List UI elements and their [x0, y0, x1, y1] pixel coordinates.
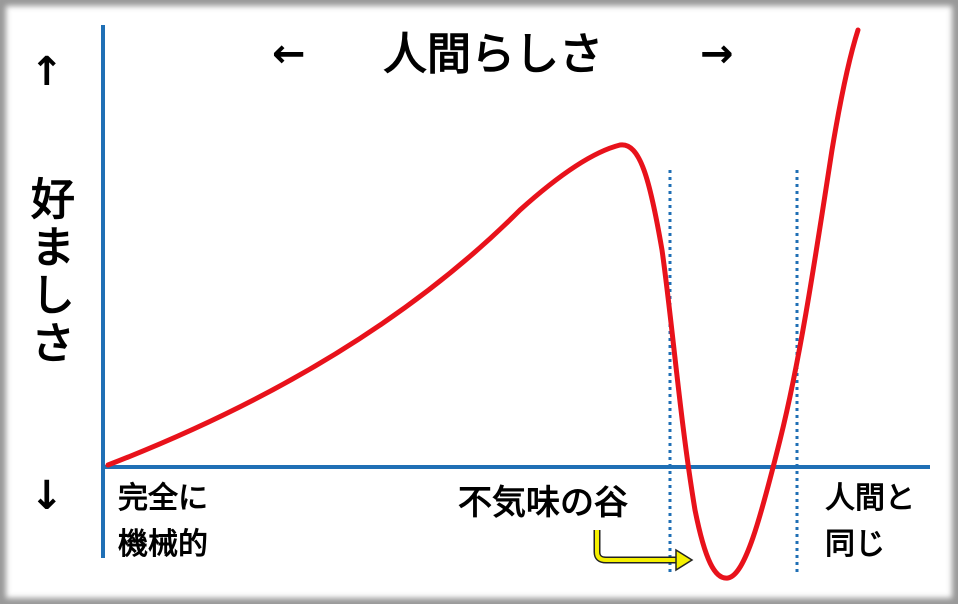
- valley-pointer: [595, 530, 676, 562]
- annotation: 完全に: [118, 481, 208, 516]
- annotation: 不気味の谷: [458, 483, 628, 523]
- x-axis-arrow: →: [700, 31, 734, 77]
- annotation: 人間と: [825, 481, 915, 516]
- valley-pointer-head: [675, 548, 694, 572]
- y-axis-arrow: ↑: [30, 49, 64, 95]
- x-axis-arrow: ←: [272, 31, 306, 77]
- x-axis-label: 人間らしさ: [383, 29, 603, 80]
- annotation: 機械的: [118, 527, 208, 562]
- valley-pointer-outline: [593, 530, 676, 564]
- y-axis-arrow: ↓: [30, 473, 64, 519]
- uncanny-curve: [105, 27, 861, 581]
- y-axis-label: 好ましさ: [23, 176, 74, 368]
- annotation: 同じ: [825, 527, 885, 562]
